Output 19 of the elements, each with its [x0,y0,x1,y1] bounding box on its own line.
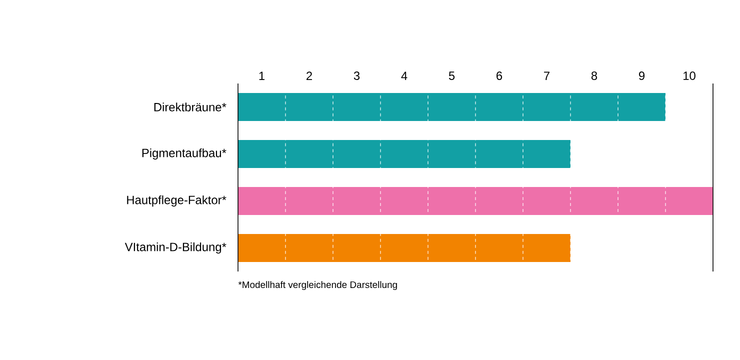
x-tick-label: 8 [591,72,598,80]
y-tick-label: Pigmentaufbau* [142,148,226,160]
x-tick-label: 5 [448,72,455,80]
x-tick-label: 4 [401,72,408,80]
bar [238,187,714,216]
y-tick-label: VItamin-D-Bildung* [124,242,226,254]
x-tick-label: 1 [259,72,264,80]
y-tick-label: Hautpflege-Faktor* [127,195,226,207]
x-tick-label: 7 [544,72,550,80]
bar [238,234,571,262]
x-tick-label: 2 [306,72,312,80]
x-tick-label: 10 [684,72,696,80]
text: *Modellhaft vergleichende Darstellung [238,281,397,290]
y-tick-label: Direktbräune* [154,102,226,112]
bar [238,93,666,122]
bar [238,140,571,168]
x-tick-label: 6 [496,72,502,80]
x-tick-label: 3 [354,72,360,80]
x-tick-label: 9 [638,72,645,80]
